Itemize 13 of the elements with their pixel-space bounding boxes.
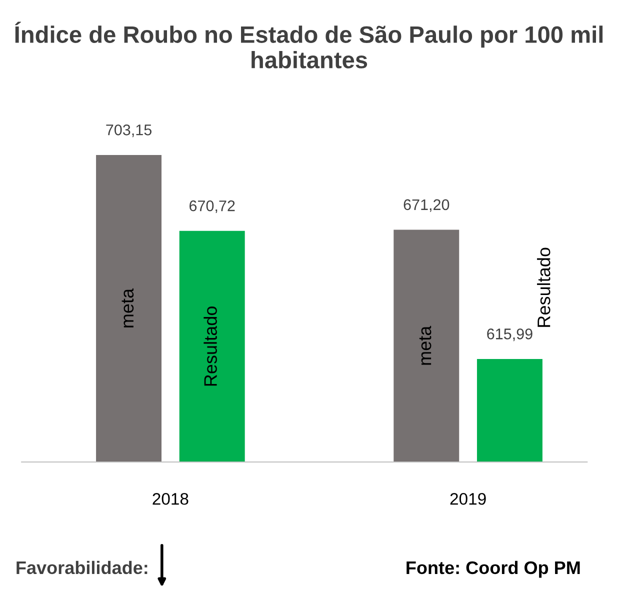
text: Resultado [537, 248, 550, 327]
x-tick-label: 2019 [450, 492, 486, 505]
x-tick-label: 2018 [152, 492, 188, 505]
text: meta [419, 326, 432, 365]
chart-title: Índice de Roubo no Estado de São Paulo por 100 mil habitantes [15, 22, 603, 68]
source-note: Fonte: Coord Op PM [406, 560, 580, 578]
text: Favorabilidade: [16, 560, 148, 574]
data-label: 670,72 [190, 200, 235, 214]
data-label: 671,20 [404, 199, 450, 212]
series-label: Resultado [204, 306, 217, 386]
series-label: meta [122, 288, 134, 328]
data-label: 703,15 [106, 124, 152, 138]
data-label: 615,99 [487, 328, 532, 342]
